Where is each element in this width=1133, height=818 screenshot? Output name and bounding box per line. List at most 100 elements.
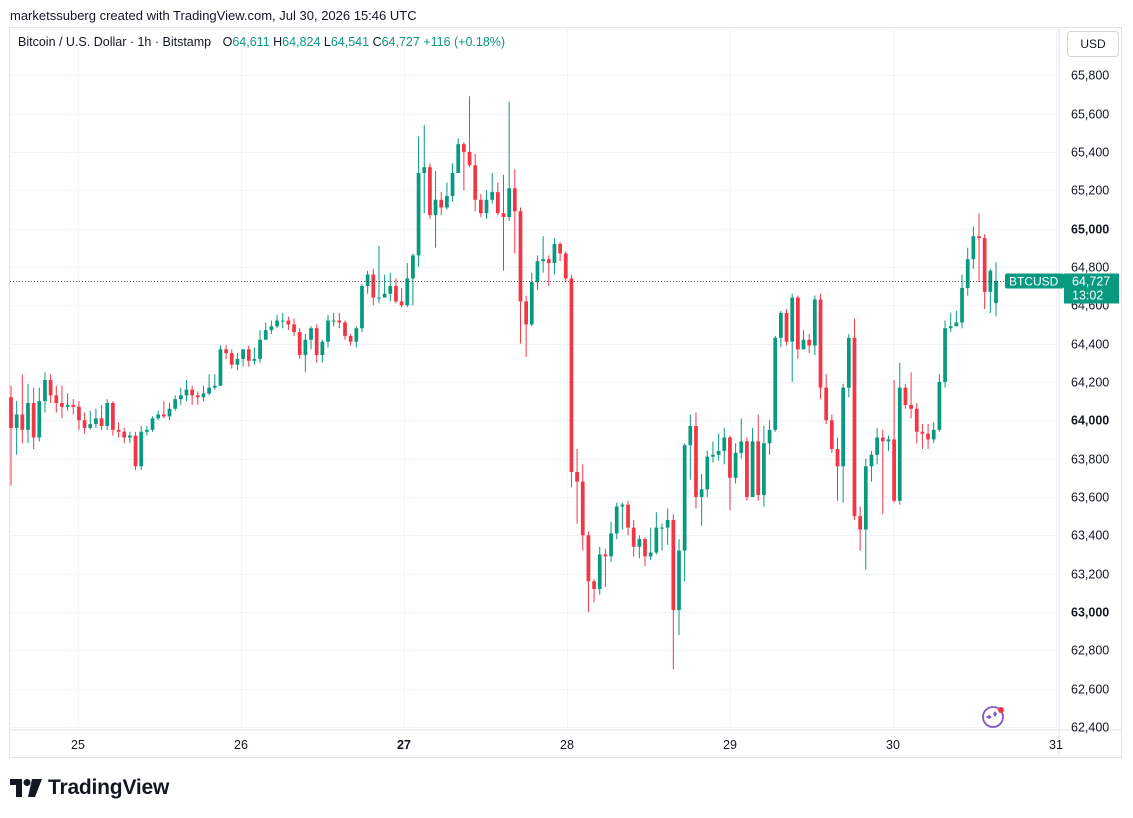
candle-body[interactable]: [575, 472, 579, 482]
candle-body[interactable]: [835, 449, 840, 467]
candle-body[interactable]: [552, 243, 557, 264]
candle-body[interactable]: [343, 322, 347, 336]
candle-body[interactable]: [886, 439, 891, 442]
candle-body[interactable]: [569, 278, 574, 473]
candle-body[interactable]: [812, 299, 817, 346]
candle-body[interactable]: [218, 349, 223, 386]
candle-body[interactable]: [524, 301, 529, 325]
candle-body[interactable]: [501, 213, 506, 218]
candle-body[interactable]: [671, 519, 676, 611]
candle-body[interactable]: [128, 435, 132, 438]
candle-body[interactable]: [654, 527, 659, 553]
candle-body[interactable]: [965, 259, 970, 288]
candle-body[interactable]: [297, 332, 302, 356]
candle-body[interactable]: [433, 199, 438, 216]
candle-body[interactable]: [507, 188, 512, 218]
candle-body[interactable]: [869, 454, 874, 467]
candle-body[interactable]: [133, 435, 138, 467]
candle-body[interactable]: [292, 324, 296, 333]
candle-body[interactable]: [977, 236, 981, 239]
candle-body[interactable]: [512, 188, 517, 212]
candle-body[interactable]: [309, 328, 313, 340]
candle-body[interactable]: [756, 441, 761, 496]
candle-body[interactable]: [99, 418, 104, 427]
candle-body[interactable]: [252, 358, 257, 361]
candle-body[interactable]: [388, 286, 393, 294]
candle-body[interactable]: [122, 431, 127, 438]
candle-body[interactable]: [931, 429, 936, 440]
candle-body[interactable]: [37, 401, 42, 438]
sparkle-assistant-icon[interactable]: [982, 706, 1004, 728]
candle-body[interactable]: [462, 144, 466, 152]
candle-body[interactable]: [694, 426, 698, 497]
candle-body[interactable]: [269, 326, 274, 331]
candle-body[interactable]: [818, 299, 823, 388]
candle-body[interactable]: [988, 270, 993, 292]
candle-body[interactable]: [637, 539, 642, 547]
candle-body[interactable]: [699, 489, 704, 497]
candle-body[interactable]: [20, 414, 25, 430]
candle-body[interactable]: [9, 397, 13, 428]
candle-body[interactable]: [450, 172, 455, 196]
candle-body[interactable]: [31, 403, 36, 438]
candle-body[interactable]: [897, 387, 902, 501]
candle-body[interactable]: [665, 519, 670, 528]
candle-body[interactable]: [682, 445, 687, 551]
candle-body[interactable]: [207, 387, 212, 394]
candle-body[interactable]: [235, 358, 240, 365]
candle-body[interactable]: [784, 312, 789, 342]
candle-body[interactable]: [428, 167, 432, 216]
candle-body[interactable]: [779, 312, 783, 338]
candle-body[interactable]: [626, 504, 630, 528]
candle-body[interactable]: [190, 389, 195, 396]
candle-body[interactable]: [558, 243, 562, 254]
candle-body[interactable]: [960, 287, 964, 323]
candle-body[interactable]: [863, 466, 868, 530]
candle-body[interactable]: [263, 330, 268, 340]
candle-body[interactable]: [846, 337, 851, 388]
candle-body[interactable]: [529, 282, 534, 325]
candle-body[interactable]: [116, 429, 121, 432]
candle-body[interactable]: [371, 274, 376, 298]
candle-body[interactable]: [354, 328, 359, 342]
candle-body[interactable]: [150, 418, 155, 430]
candle-body[interactable]: [948, 326, 953, 329]
candle-body[interactable]: [954, 322, 959, 327]
candle-body[interactable]: [541, 259, 545, 262]
candle-body[interactable]: [535, 261, 540, 283]
candle-body[interactable]: [105, 403, 110, 427]
candle-body[interactable]: [303, 339, 308, 356]
candle-body[interactable]: [795, 297, 800, 350]
candle-body[interactable]: [620, 504, 625, 507]
candle-body[interactable]: [858, 516, 863, 530]
candle-body[interactable]: [801, 339, 806, 350]
candle-body[interactable]: [94, 418, 98, 425]
candle-body[interactable]: [563, 253, 568, 279]
candle-body[interactable]: [195, 395, 200, 398]
candle-body[interactable]: [495, 192, 500, 214]
candle-body[interactable]: [48, 379, 53, 396]
candle-body[interactable]: [518, 211, 523, 302]
candle-body[interactable]: [201, 393, 206, 398]
candle-body[interactable]: [994, 280, 998, 304]
candle-body[interactable]: [331, 320, 336, 322]
currency-button[interactable]: USD: [1067, 31, 1119, 57]
candle-body[interactable]: [705, 456, 710, 490]
candle-body[interactable]: [875, 437, 879, 455]
candle-body[interactable]: [711, 454, 715, 457]
candle-body[interactable]: [365, 274, 370, 287]
candle-body[interactable]: [841, 387, 846, 467]
candle-body[interactable]: [394, 286, 398, 302]
candle-body[interactable]: [377, 297, 381, 299]
candle-body[interactable]: [286, 320, 291, 325]
candle-body[interactable]: [348, 335, 353, 342]
candle-body[interactable]: [926, 433, 930, 440]
candle-body[interactable]: [490, 192, 495, 200]
candle-body[interactable]: [422, 167, 427, 173]
candle-body[interactable]: [416, 172, 421, 256]
candle-body[interactable]: [733, 452, 738, 478]
candle-body[interactable]: [852, 337, 857, 517]
candle-body[interactable]: [892, 439, 896, 501]
candle-body[interactable]: [829, 420, 834, 450]
